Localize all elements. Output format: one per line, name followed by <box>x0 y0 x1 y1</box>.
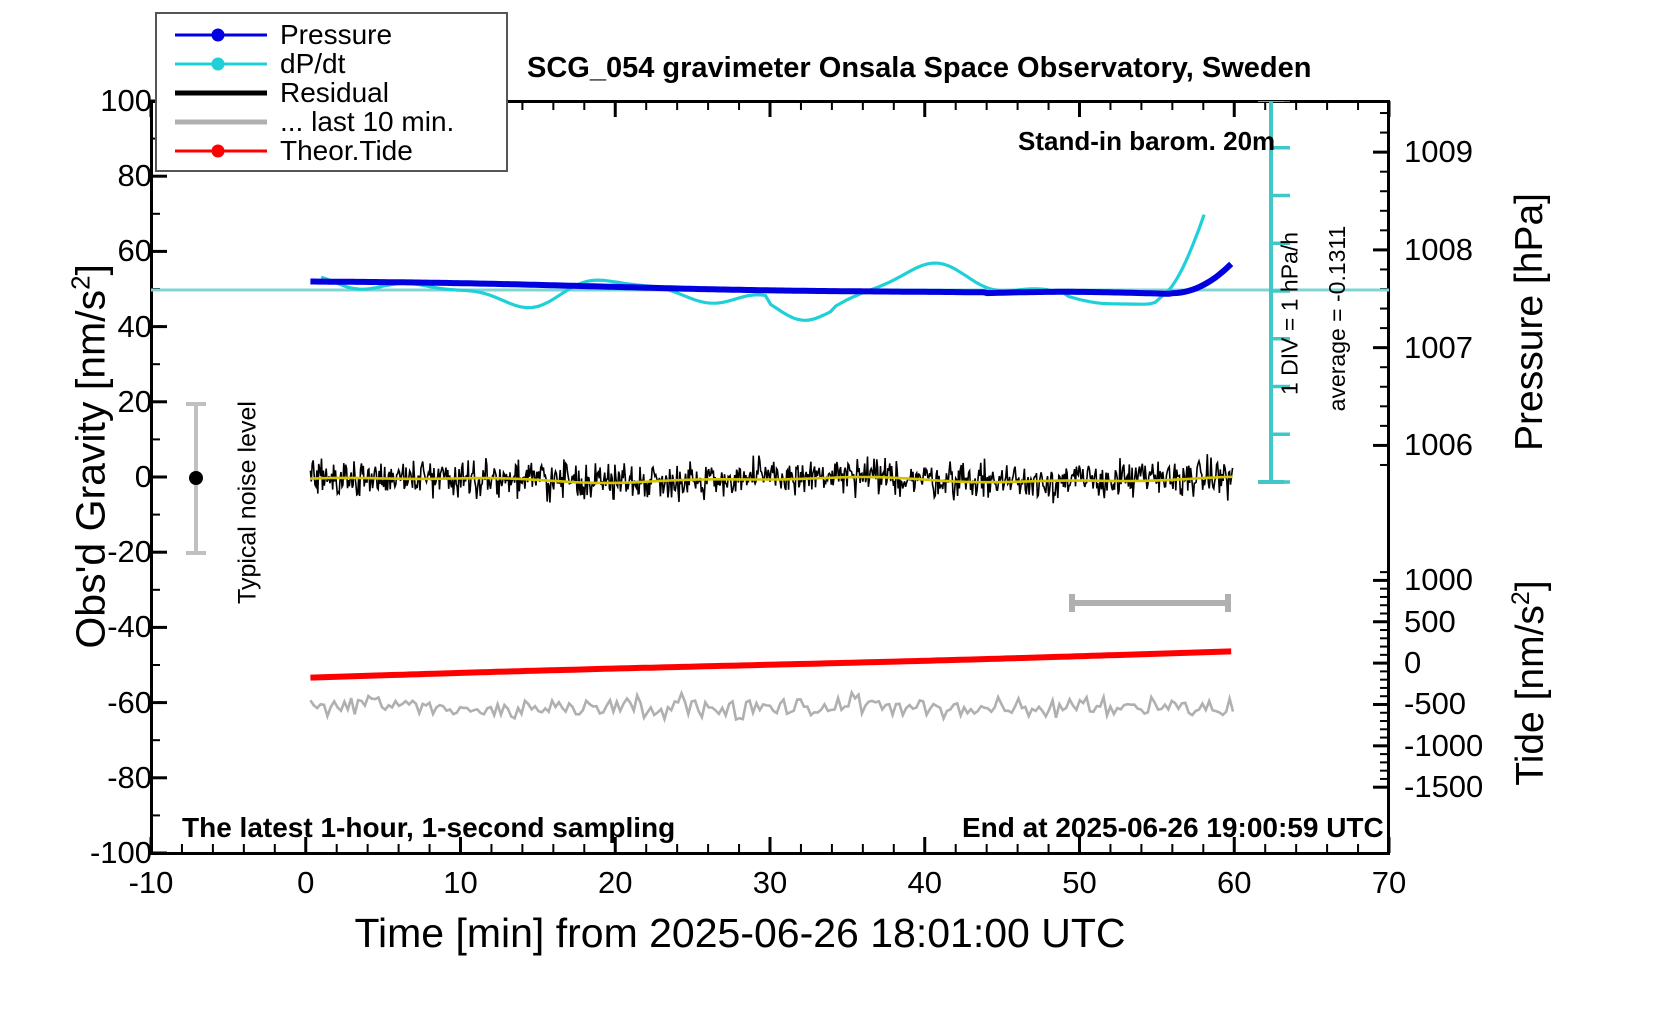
legend-item[interactable]: dP/dt <box>175 47 506 79</box>
x-tick-label: 40 <box>907 865 942 900</box>
standin-barom-annotation: Stand-in barom. 20m <box>1018 126 1276 156</box>
legend-line-icon <box>175 90 267 95</box>
x-tick-label: 60 <box>1217 865 1252 900</box>
axis-ticks <box>149 99 1391 855</box>
tide-tick-label: 500 <box>1404 603 1456 639</box>
series-pressure <box>310 261 1234 297</box>
series-residual <box>309 454 1234 504</box>
typical-noise-label: Typical noise level <box>233 401 262 604</box>
typical-noise-level-marker <box>186 402 206 555</box>
y-tick-label: -20 <box>107 534 152 570</box>
legend-line-icon <box>175 119 267 124</box>
x-tick-label: -10 <box>128 865 174 900</box>
legend-label: dP/dt <box>280 47 346 79</box>
pressure-tick-label: 1007 <box>1404 329 1473 365</box>
y-tick-label: 0 <box>134 459 152 494</box>
legend-swatch-icon <box>175 56 267 72</box>
x-axis-title: Time [min] from 2025-06-26 18:01:00 UTC <box>354 910 1126 956</box>
x-tick-label: 70 <box>1371 865 1407 900</box>
tide-tick-label: 0 <box>1404 645 1422 681</box>
y-tick-label: -80 <box>107 759 152 795</box>
pressure-tick-label: 1006 <box>1404 427 1473 463</box>
y-tick-label: -100 <box>89 835 152 870</box>
pressure-tick-label: 1008 <box>1404 231 1473 267</box>
tide-tick-label: 1000 <box>1404 562 1473 598</box>
legend-swatch-icon <box>175 143 267 159</box>
tide-tick-label: -500 <box>1404 686 1467 722</box>
end-time-note: End at 2025-06-26 19:00:59 UTC <box>962 812 1384 843</box>
y-tick-label: 100 <box>100 83 152 118</box>
legend: Pressure dP/dt Residual... last 10 min. The… <box>155 12 508 172</box>
legend-item[interactable]: Pressure <box>175 18 506 50</box>
y-tick-label: -60 <box>107 684 152 720</box>
x-tick-label: 30 <box>752 865 788 900</box>
legend-item[interactable]: ... last 10 min. <box>175 105 506 137</box>
legend-marker-icon <box>211 28 225 41</box>
chart-title: SCG_054 gravimeter Onsala Space Observat… <box>527 52 1312 84</box>
x-tick-label: 50 <box>1062 865 1097 900</box>
x-tick-label: 10 <box>443 865 478 900</box>
legend-label: Theor.Tide <box>280 134 413 166</box>
legend-item[interactable]: Theor.Tide <box>175 134 506 166</box>
y-tick-label: -40 <box>107 609 152 645</box>
series-theoretical-tide <box>310 648 1232 681</box>
y-tick-label: 60 <box>117 233 152 269</box>
tide-tick-label: -1000 <box>1404 727 1484 763</box>
y-tick-label: 40 <box>117 308 152 344</box>
legend-label: ... last 10 min. <box>280 105 455 137</box>
x-tick-label: 0 <box>297 865 315 900</box>
pressure-tick-label: 1009 <box>1404 134 1473 170</box>
y-tick-label: 20 <box>117 383 152 419</box>
sampling-note: The latest 1-hour, 1-second sampling <box>182 812 676 843</box>
x-tick-label: 20 <box>598 865 633 900</box>
tide-tick-label: -1500 <box>1404 769 1484 805</box>
legend-marker-icon <box>211 57 225 70</box>
legend-label: Pressure <box>280 18 393 50</box>
average-annotation: average = -0.1311 <box>1324 225 1350 412</box>
div-scale-annotation: 1 DIV = 1 hPa/h <box>1276 231 1303 396</box>
series-residual-smoothed <box>310 475 1233 485</box>
legend-swatch-icon <box>175 85 267 101</box>
series-last-10-min <box>309 689 1235 724</box>
legend-swatch-icon <box>175 114 267 130</box>
y-tick-label: 80 <box>117 158 152 194</box>
series-dpdt <box>320 214 1206 322</box>
legend-swatch-icon <box>175 27 267 43</box>
legend-item[interactable]: Residual <box>175 76 506 108</box>
legend-label: Residual <box>280 76 389 108</box>
legend-marker-icon <box>211 144 225 157</box>
